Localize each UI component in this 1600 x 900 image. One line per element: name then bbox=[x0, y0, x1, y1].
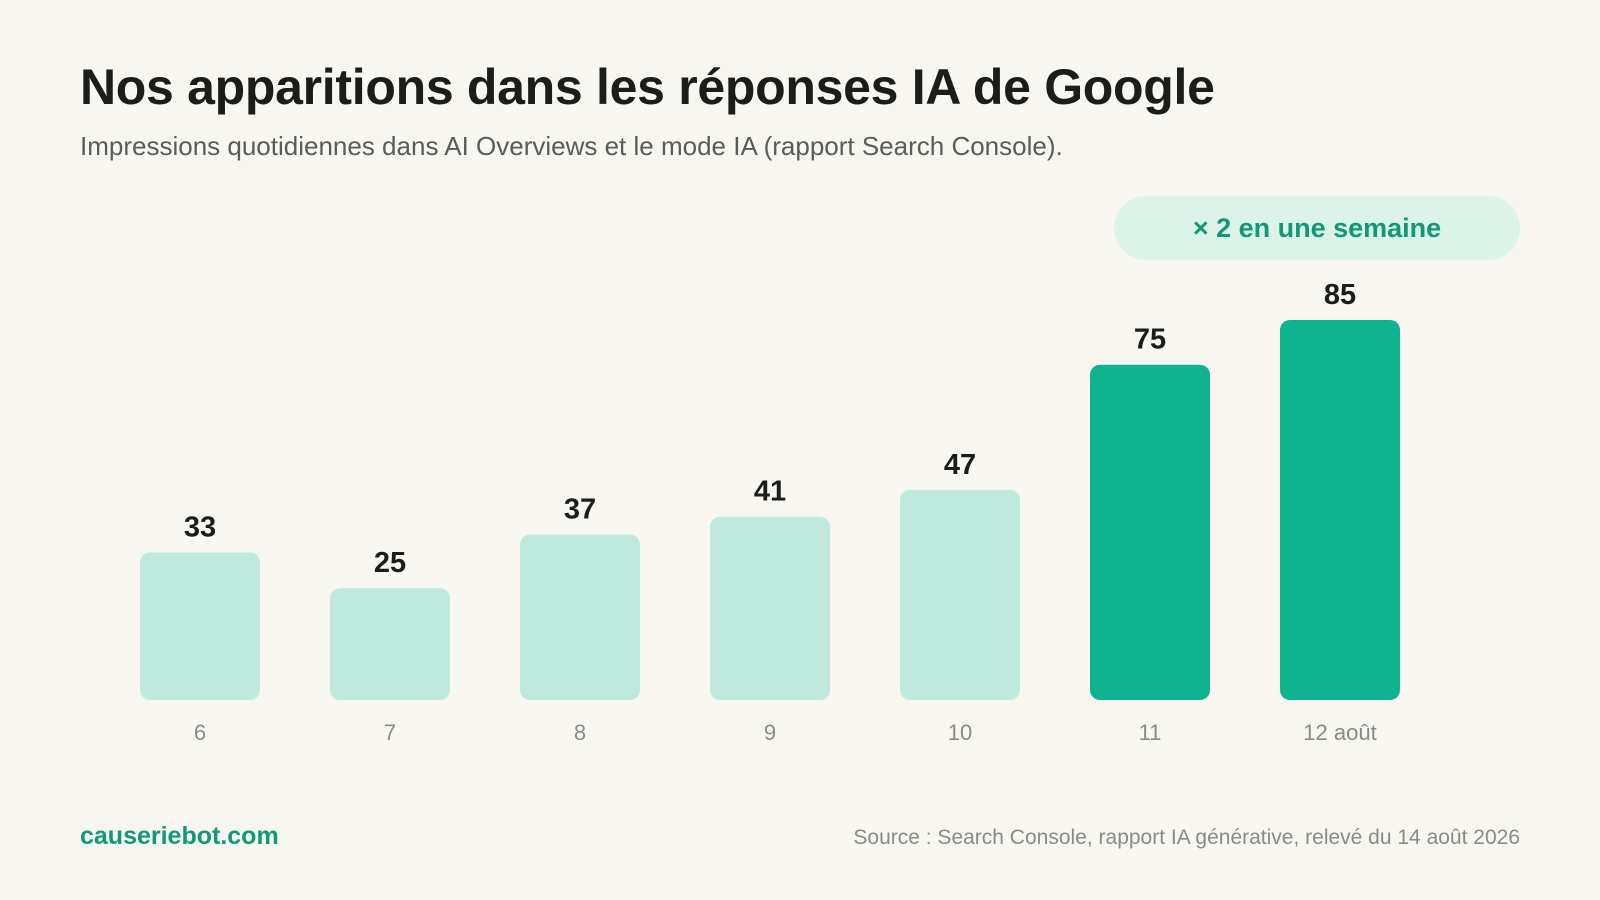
x-tick-label-2: 8 bbox=[574, 720, 586, 745]
data-label-1: 25 bbox=[374, 547, 406, 579]
x-tick-label-6: 12 août bbox=[1303, 720, 1376, 745]
x-tick-label-4: 10 bbox=[948, 720, 972, 745]
x-tick-label-1: 7 bbox=[384, 720, 396, 745]
data-label-4: 47 bbox=[944, 449, 976, 481]
data-label-3: 41 bbox=[754, 476, 786, 508]
data-label-5: 75 bbox=[1134, 324, 1166, 356]
bar-0 bbox=[140, 552, 260, 700]
x-tick-label-0: 6 bbox=[194, 720, 206, 745]
bar-2 bbox=[520, 534, 640, 700]
data-label-0: 33 bbox=[184, 511, 216, 543]
footer-source: Source : Search Console, rapport IA géné… bbox=[853, 826, 1520, 849]
data-label-2: 37 bbox=[564, 494, 596, 526]
bar-4 bbox=[900, 489, 1020, 700]
chart-title: Nos apparitions dans les réponses IA de … bbox=[80, 59, 1215, 115]
growth-badge: × 2 en une semaine bbox=[1114, 196, 1520, 260]
x-tick-label-3: 9 bbox=[764, 720, 776, 745]
x-tick-label-5: 11 bbox=[1139, 720, 1162, 745]
bar-6 bbox=[1280, 320, 1400, 700]
chart-subtitle: Impressions quotidiennes dans AI Overvie… bbox=[80, 131, 1063, 161]
bar-5 bbox=[1090, 364, 1210, 700]
footer-brand[interactable]: causeriebot.com bbox=[80, 822, 279, 850]
bar-3 bbox=[710, 516, 830, 700]
bar-1 bbox=[330, 588, 450, 700]
data-label-6: 85 bbox=[1324, 279, 1356, 311]
